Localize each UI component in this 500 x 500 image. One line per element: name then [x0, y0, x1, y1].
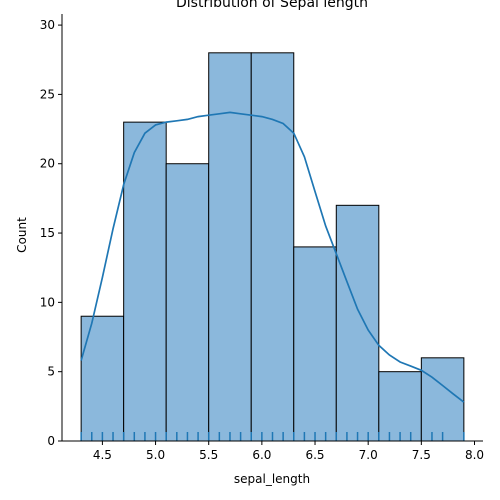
x-tick-label: 5.0	[146, 448, 165, 462]
x-axis-label: sepal_length	[234, 472, 310, 486]
histogram-bar	[80, 315, 125, 442]
y-tick-label: 15	[40, 226, 55, 240]
histogram-bar	[335, 204, 380, 442]
histogram-bar	[250, 52, 295, 442]
histogram-bar	[208, 52, 252, 442]
y-axis-label: Count	[15, 217, 29, 253]
histogram-bar	[123, 121, 167, 442]
y-tick-label: 30	[40, 18, 55, 32]
y-tick-label: 25	[40, 87, 55, 101]
x-tick-label: 6.5	[305, 448, 324, 462]
rug-marks	[80, 432, 465, 441]
x-tick-label: 8.0	[465, 448, 484, 462]
x-tick-label: 6.0	[252, 448, 271, 462]
histogram-bar	[378, 371, 422, 442]
y-tick-label: 5	[47, 365, 55, 379]
y-tick-label: 10	[40, 295, 55, 309]
histogram-bar	[420, 357, 465, 442]
histogram-bar	[165, 163, 210, 442]
y-tick-label: 20	[40, 157, 55, 171]
x-axis-ticks: 4.5 5.0 5.5 6.0 6.5 7.0 7.5 8.0	[93, 441, 484, 462]
histogram-bars	[80, 52, 465, 442]
chart-title: Distribution of Sepal length	[176, 0, 368, 11]
x-tick-label: 5.5	[199, 448, 218, 462]
histogram-bar	[293, 246, 337, 442]
y-tick-label: 0	[47, 434, 55, 448]
kde-curve	[80, 111, 465, 403]
y-axis-ticks: 0 5 10 15 20 25 30	[40, 18, 62, 448]
x-tick-label: 7.5	[412, 448, 431, 462]
x-tick-label: 7.0	[359, 448, 378, 462]
x-tick-label: 4.5	[93, 448, 112, 462]
